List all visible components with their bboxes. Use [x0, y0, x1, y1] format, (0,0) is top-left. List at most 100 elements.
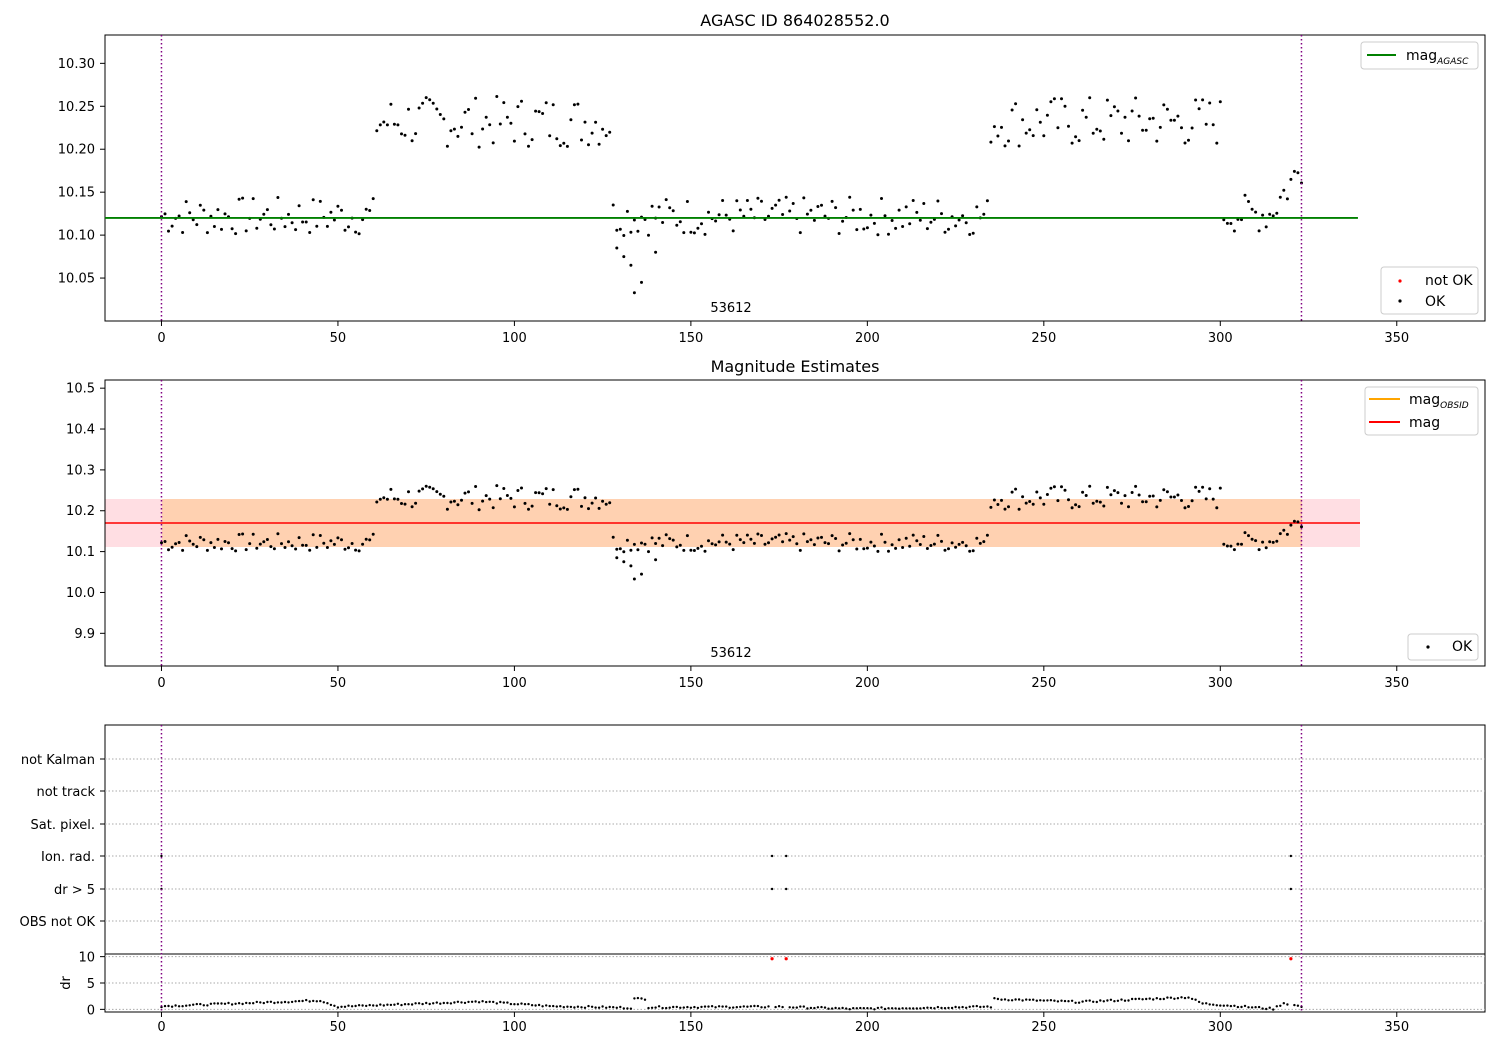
dr-point-314 [1268, 1006, 1271, 1009]
dr-point-215 [919, 1007, 922, 1010]
dr-point-220 [936, 1005, 940, 1009]
dr-point-280 [1148, 997, 1151, 1000]
legend-mag: magOBSID mag [1364, 386, 1479, 436]
point-ok-158 [717, 540, 721, 544]
point-ok-254 [1056, 126, 1060, 130]
point-ok-108 [541, 492, 545, 496]
point-ok-3 [170, 545, 174, 549]
xtick-label-5: 250 [1031, 331, 1056, 346]
point-ok-141 [657, 205, 661, 209]
point-ok-199 [862, 547, 866, 551]
point-ok-83 [452, 499, 456, 503]
point-ok-34 [280, 542, 283, 546]
point-ok-170 [760, 199, 763, 203]
point-ok-319 [1285, 532, 1289, 536]
point-ok-87 [467, 490, 470, 494]
point-ok-103 [523, 501, 527, 505]
dr-point-94 [492, 1000, 495, 1004]
point-ok-151 [692, 549, 696, 552]
dr-point-316 [1275, 1005, 1279, 1008]
dr-point-267 [1102, 1000, 1106, 1003]
point-ok-24 [244, 548, 248, 552]
dr-point-209 [897, 1007, 901, 1010]
point-ok-130 [618, 227, 622, 231]
panel-mag-axes: 9.9 10.0 10.1 10.2 10.3 10.4 10.5 0 50 100 150 200 2… [66, 382, 1409, 691]
point-ok-321 [1292, 169, 1296, 173]
point-ok-88 [470, 501, 474, 505]
dr-point-308 [1247, 1006, 1250, 1009]
point-ok-256 [1063, 488, 1067, 492]
dr-point-197 [855, 1007, 858, 1010]
point-ok-50 [336, 536, 340, 540]
dr-point-153 [700, 1005, 703, 1009]
point-ok-0 [160, 541, 163, 545]
point-ok-8 [188, 211, 192, 215]
point-ok-3 [170, 224, 174, 228]
dr-point-282 [1155, 997, 1159, 1000]
dr-point-266 [1099, 999, 1102, 1002]
flag-label-4: dr > 5 [54, 883, 95, 898]
point-ok-273 [1123, 115, 1127, 119]
dr-point-47 [326, 1002, 329, 1005]
point-ok-267 [1102, 137, 1106, 141]
point-ok-229 [968, 549, 972, 553]
point-ok-214 [915, 539, 919, 543]
point-ok-216 [922, 535, 926, 538]
point-ok-127 [608, 130, 612, 134]
point-ok-122 [590, 131, 594, 135]
point-ok-280 [1148, 494, 1152, 498]
dr-point-37 [290, 1000, 294, 1004]
dr-point-210 [901, 1007, 904, 1010]
dr-point-303 [1229, 1004, 1233, 1008]
point-ok-91 [481, 127, 485, 131]
point-ok-326 [629, 263, 633, 267]
point-ok-226 [957, 542, 961, 546]
point-ok-28 [258, 542, 262, 546]
dr-point-179 [792, 1006, 795, 1009]
point-ok-267 [1102, 504, 1106, 508]
point-ok-155 [707, 539, 710, 543]
dr-point-96 [499, 1000, 502, 1004]
point-ok-209 [897, 538, 901, 542]
point-ok-135 [636, 229, 640, 233]
point-ok-5 [177, 214, 181, 218]
dr-point-227 [961, 1005, 964, 1009]
dr-point-88 [470, 1000, 474, 1003]
point-ok-270 [1112, 489, 1116, 493]
point-ok-141 [657, 536, 661, 540]
dr-xtick-label-6: 300 [1208, 1020, 1233, 1035]
dr-point-110 [548, 1004, 551, 1008]
dr-point-201 [869, 1007, 873, 1010]
dr-point-299 [1215, 1004, 1219, 1007]
point-ok-114 [562, 506, 566, 510]
point-ok-171 [763, 542, 767, 546]
dr-point-243 [1017, 998, 1021, 1001]
point-ok-143 [664, 198, 668, 202]
dr-point-304 [1233, 1004, 1236, 1007]
point-ok-209 [897, 208, 901, 212]
dr-point-116 [569, 1005, 573, 1009]
point-ok-142 [661, 221, 665, 224]
point-ok-243 [1017, 507, 1021, 511]
point-ok-72 [414, 132, 418, 136]
legend-ok-status: not OK OK [1380, 266, 1479, 315]
point-ok-186 [816, 536, 820, 540]
point-ok-197 [855, 228, 859, 232]
flag-point-1-1 [770, 887, 774, 891]
point-ok-112 [555, 137, 559, 141]
dr-point-321 [1293, 1003, 1296, 1007]
dr-point-312 [1261, 1007, 1264, 1010]
point-ok-181 [798, 231, 802, 235]
dr-point-208 [894, 1007, 897, 1010]
dr-point-10 [195, 1002, 198, 1006]
dr-point-91 [481, 1000, 484, 1003]
point-ok-176 [781, 540, 785, 544]
ytick-label-4: 10.25 [58, 100, 95, 115]
dr-point-202 [873, 1008, 876, 1011]
point-ok-306 [1240, 218, 1243, 222]
point-ok-110 [548, 134, 552, 138]
point-ok-238 [1000, 498, 1003, 502]
point-ok-240 [1007, 139, 1010, 143]
point-ok-236 [992, 498, 996, 502]
